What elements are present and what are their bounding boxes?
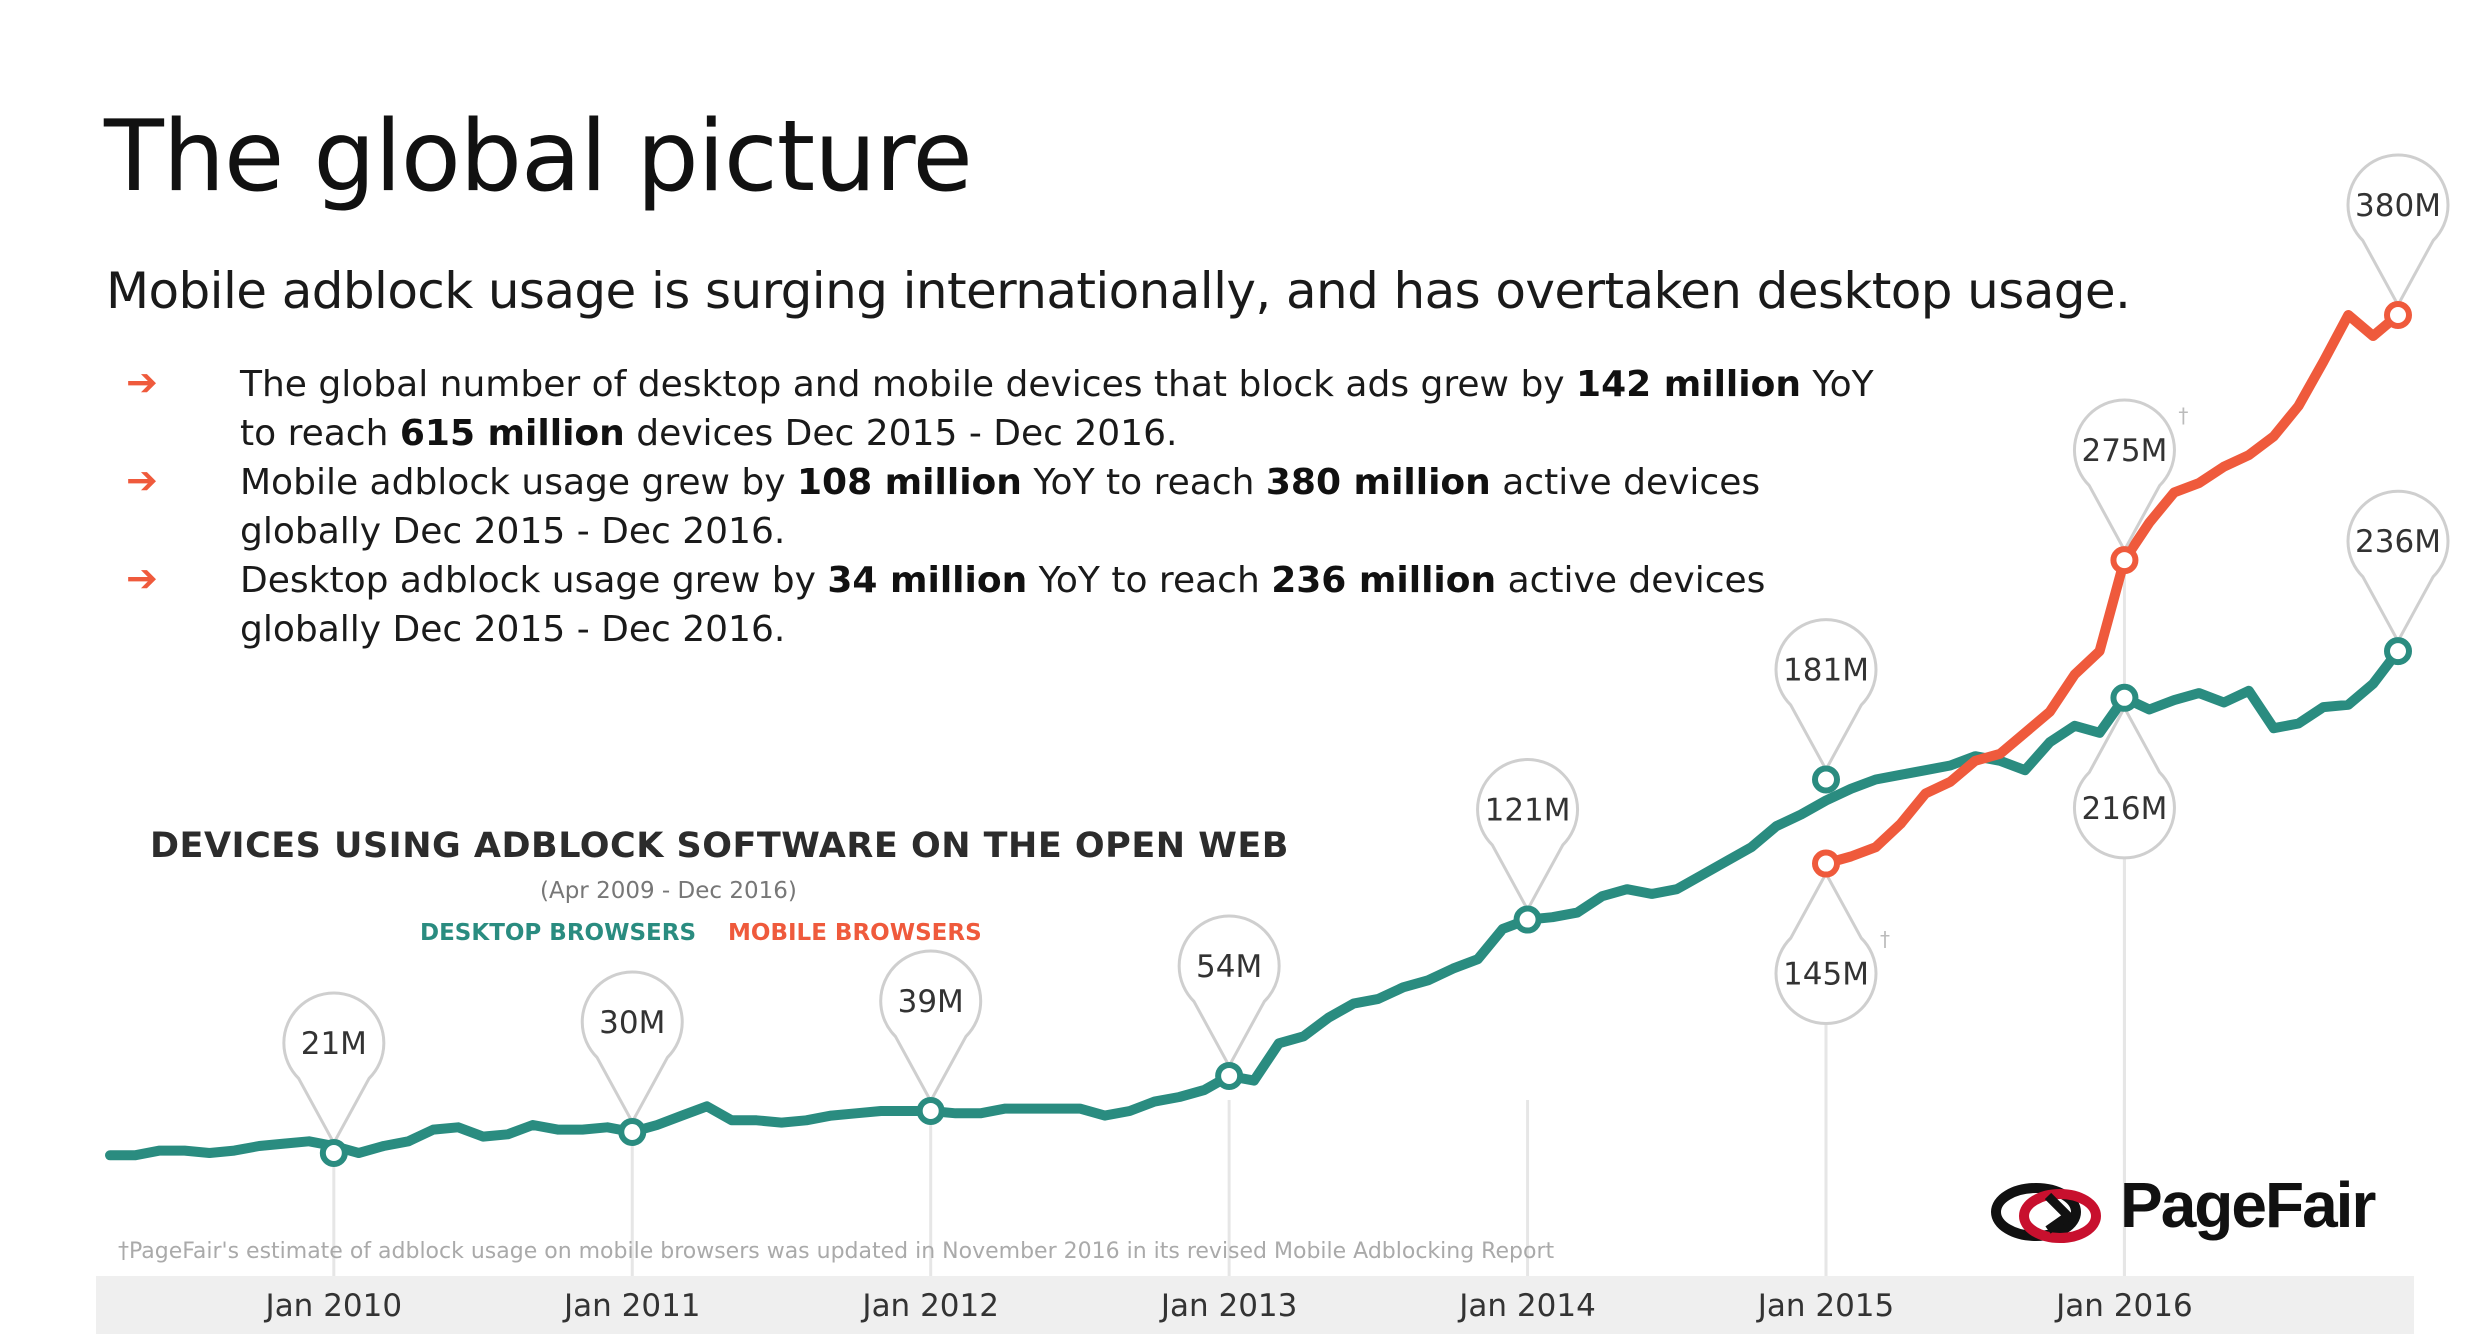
callout-pin: 236M [2346, 489, 2450, 666]
callout-bubble [2346, 153, 2450, 309]
x-axis-band [96, 1276, 2414, 1334]
data-point-marker [2110, 546, 2139, 575]
bullet-text: The global number of desktop and mobile … [240, 364, 1577, 405]
mobile-series-line [1821, 310, 2403, 869]
bullet-text: Mobile adblock usage grew by [240, 462, 797, 503]
callout-label: 275M [2081, 433, 2167, 469]
data-point-marker [2110, 683, 2139, 712]
bullet-highlight: 34 million [827, 560, 1028, 601]
callout-label: 121M [1485, 793, 1571, 829]
bullet-text: active devices globally Dec 2015 - Dec 2… [240, 462, 1761, 552]
callout-label: 39M [898, 984, 964, 1020]
callout-pin: 380M [2346, 153, 2450, 329]
x-tick-label: Jan 2011 [562, 1288, 701, 1324]
callout-bubble [2072, 704, 2176, 860]
chart-legend: DESKTOP BROWSERS MOBILE BROWSERS [420, 920, 982, 946]
data-point-marker [916, 1096, 945, 1125]
arrow-icon: ➔ [126, 458, 158, 502]
callout-bubble [1177, 914, 1281, 1070]
data-point-marker [319, 1138, 348, 1167]
callout-pin: 216M [2072, 683, 2176, 860]
bullet-highlight: 236 million [1271, 560, 1497, 601]
pagefair-logo-icon [1991, 1183, 2101, 1243]
bullet-text: active devices globally Dec 2015 - Dec 2… [240, 560, 1766, 650]
arrow-icon: ➔ [126, 360, 158, 404]
callout-label: 21M [301, 1026, 367, 1062]
page-subtitle: Mobile adblock usage is surging internat… [106, 262, 2131, 320]
pagefair-logo: PageFair [1990, 1164, 2410, 1258]
dagger-mark: † [1880, 927, 1890, 951]
callout-pin: 275M † [2072, 398, 2188, 575]
callout-pin: 21M [282, 991, 386, 1167]
callout-pin: 181M [1774, 618, 1878, 794]
chart-title: DEVICES USING ADBLOCK SOFTWARE ON THE OP… [150, 826, 1289, 866]
page-title: The global picture [104, 100, 973, 214]
data-point-marker [1215, 1061, 1244, 1090]
callout-label: 380M [2355, 188, 2441, 224]
bullet-item: ➔ The global number of desktop and mobile… [126, 360, 1886, 458]
callout-label: 30M [599, 1005, 665, 1041]
bullet-highlight: 615 million [399, 413, 625, 454]
data-point-marker [2384, 301, 2412, 329]
callout-bubble [1774, 618, 1878, 773]
callout-pin: 145M † [1774, 849, 1890, 1025]
callout-bubble [2346, 489, 2450, 645]
bullet-text: YoY to reach [240, 364, 1874, 454]
arrow-icon: ➔ [126, 556, 158, 600]
chart-subtitle: (Apr 2009 - Dec 2016) [540, 878, 797, 904]
callout-bubble [879, 949, 983, 1105]
callout-pin: 121M [1476, 758, 1580, 934]
x-tick-label: Jan 2014 [1457, 1288, 1596, 1324]
callout-bubble [580, 970, 684, 1126]
dagger-mark: † [2178, 404, 2188, 428]
callout-label: 236M [2355, 524, 2441, 560]
callout-label: 181M [1783, 653, 1869, 689]
data-point-marker [1812, 849, 1840, 878]
bullet-text: devices Dec 2015 - Dec 2016. [624, 413, 1178, 454]
x-tick-label: Jan 2015 [1756, 1288, 1895, 1324]
bullet-item: ➔ Mobile adblock usage grew by 108 millio… [126, 458, 1886, 556]
footnote: †PageFair's estimate of adblock usage on… [118, 1239, 1555, 1264]
callout-bubble [2072, 398, 2176, 554]
data-point-marker [1513, 905, 1542, 934]
legend-mobile: MOBILE BROWSERS [728, 920, 982, 946]
callout-label: 54M [1196, 949, 1262, 985]
callout-pin: 39M [879, 949, 983, 1125]
bullet-text: YoY to reach [1027, 560, 1272, 601]
x-tick-label: Jan 2010 [264, 1288, 403, 1324]
data-point-marker [1812, 765, 1840, 794]
callout-bubble [1774, 870, 1878, 1025]
bullet-highlight: 108 million [796, 462, 1022, 503]
callout-bubble [282, 991, 386, 1147]
x-tick-label: Jan 2012 [860, 1288, 999, 1324]
bullet-text: YoY to reach [1021, 462, 1266, 503]
bullet-item: ➔ Desktop adblock usage grew by 34 millio… [126, 556, 1886, 654]
legend-desktop: DESKTOP BROWSERS [420, 920, 697, 946]
bullet-text: Desktop adblock usage grew by [240, 560, 828, 601]
callout-pin: 30M [580, 970, 684, 1146]
data-point-marker [2384, 637, 2412, 666]
callout-label: 216M [2081, 791, 2167, 827]
bullet-highlight: 142 million [1576, 364, 1801, 405]
data-point-marker [618, 1117, 647, 1146]
callout-bubble [1476, 758, 1580, 913]
x-tick-label: Jan 2016 [2054, 1288, 2193, 1324]
x-tick-label: Jan 2013 [1159, 1288, 1298, 1324]
desktop-series-line [105, 646, 2403, 1161]
logo-text: PageFair [2120, 1169, 2376, 1241]
callout-pin: 54M [1177, 914, 1281, 1090]
callout-label: 145M [1783, 957, 1869, 993]
bullet-highlight: 380 million [1265, 462, 1491, 503]
bullet-list: ➔ The global number of desktop and mobile… [126, 360, 1886, 654]
